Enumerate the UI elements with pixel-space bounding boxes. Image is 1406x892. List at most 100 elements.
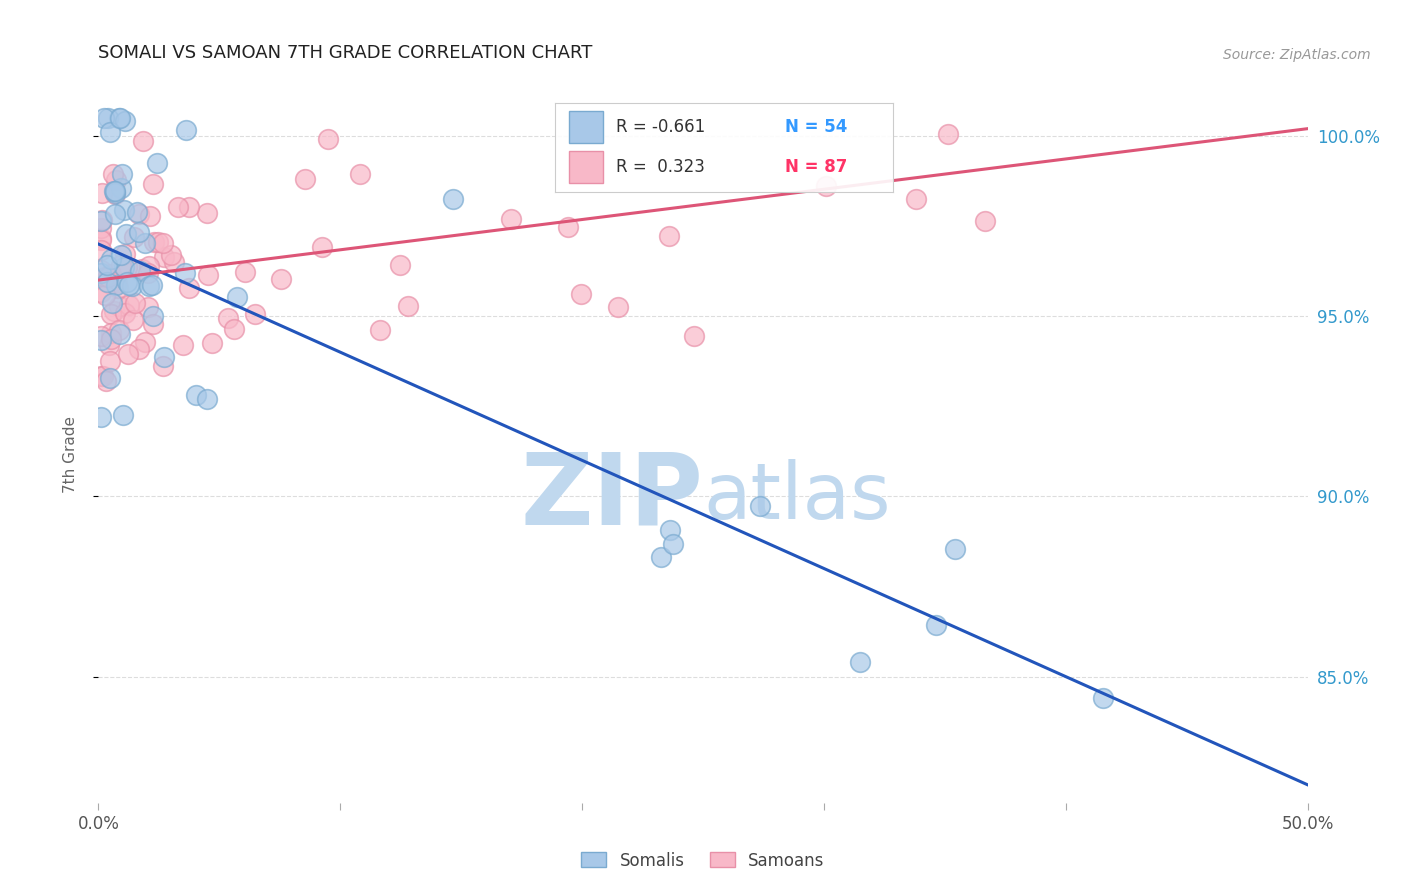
Somalis <box>93 111 115 125</box>
Samoans <box>107 299 129 313</box>
Samoans <box>658 228 681 243</box>
Somalis <box>662 537 685 551</box>
Samoans <box>94 374 117 388</box>
Samoans <box>160 248 183 262</box>
Text: R =  0.323: R = 0.323 <box>616 158 704 176</box>
Somalis <box>110 248 132 262</box>
Samoans <box>90 369 112 384</box>
Somalis <box>108 111 131 125</box>
Samoans <box>270 272 292 286</box>
Samoans <box>136 266 159 280</box>
FancyBboxPatch shape <box>569 151 603 183</box>
Somalis <box>111 408 134 422</box>
Somalis <box>104 184 127 198</box>
Samoans <box>233 265 256 279</box>
Somalis <box>134 236 156 251</box>
Samoans <box>110 258 132 272</box>
Samoans <box>104 173 127 187</box>
Text: R = -0.661: R = -0.661 <box>616 118 706 136</box>
Samoans <box>904 192 927 206</box>
Somalis <box>112 202 135 217</box>
Samoans <box>197 268 219 282</box>
Samoans <box>100 307 122 321</box>
Samoans <box>195 206 218 220</box>
Samoans <box>936 127 959 141</box>
Somalis <box>114 113 136 128</box>
Samoans <box>118 298 141 312</box>
Samoans <box>90 221 112 235</box>
Samoans <box>115 260 138 274</box>
Somalis <box>146 156 169 170</box>
Samoans <box>177 200 200 214</box>
Samoans <box>124 295 146 310</box>
Samoans <box>396 299 419 313</box>
Somalis <box>90 214 112 228</box>
Samoans <box>90 233 112 247</box>
Somalis <box>115 227 138 241</box>
Samoans <box>177 281 200 295</box>
Somalis <box>141 278 163 293</box>
Text: ZIP: ZIP <box>520 448 703 545</box>
Y-axis label: 7th Grade: 7th Grade <box>63 417 77 493</box>
Samoans <box>243 307 266 321</box>
Somalis <box>117 276 139 290</box>
Samoans <box>128 207 150 221</box>
Samoans <box>349 168 371 182</box>
Samoans <box>90 263 112 277</box>
Samoans <box>557 220 579 235</box>
Somalis <box>112 260 135 275</box>
Samoans <box>90 230 112 244</box>
Samoans <box>146 235 169 249</box>
Samoans <box>100 268 122 283</box>
Samoans <box>815 178 838 193</box>
Samoans <box>100 267 122 281</box>
Samoans <box>139 209 162 223</box>
Somalis <box>96 258 118 272</box>
Somalis <box>90 409 112 424</box>
Somalis <box>748 499 770 513</box>
Samoans <box>90 213 112 227</box>
Samoans <box>114 306 136 320</box>
Somalis <box>103 184 125 198</box>
Samoans <box>683 328 706 343</box>
Text: N = 54: N = 54 <box>785 118 848 136</box>
Somalis <box>110 111 132 125</box>
Samoans <box>132 134 155 148</box>
Samoans <box>90 285 112 300</box>
Samoans <box>105 276 128 290</box>
Somalis <box>924 618 946 632</box>
Samoans <box>100 332 122 346</box>
Samoans <box>104 187 127 202</box>
Somalis <box>100 252 122 266</box>
Samoans <box>311 239 333 253</box>
Somalis <box>441 192 464 206</box>
Somalis <box>658 524 681 538</box>
Somalis <box>848 655 870 669</box>
Somalis <box>101 296 124 310</box>
Somalis <box>174 266 197 280</box>
Somalis <box>650 549 672 564</box>
Somalis <box>90 266 112 280</box>
Samoans <box>98 277 121 291</box>
Somalis <box>118 277 141 292</box>
Samoans <box>90 328 112 343</box>
Text: N = 87: N = 87 <box>785 158 848 176</box>
Samoans <box>90 186 112 200</box>
Samoans <box>143 235 166 249</box>
Somalis <box>128 225 150 239</box>
Samoans <box>201 335 224 350</box>
Samoans <box>142 177 165 191</box>
Samoans <box>138 259 160 273</box>
Samoans <box>294 172 316 186</box>
Samoans <box>107 281 129 295</box>
Somalis <box>195 392 218 406</box>
Somalis <box>184 388 207 402</box>
Somalis <box>1091 691 1114 706</box>
Somalis <box>110 181 132 195</box>
Somalis <box>121 279 143 293</box>
Somalis <box>110 326 132 341</box>
Somalis <box>153 350 176 364</box>
Somalis <box>225 290 247 304</box>
Somalis <box>127 205 149 219</box>
Somalis <box>111 167 134 181</box>
